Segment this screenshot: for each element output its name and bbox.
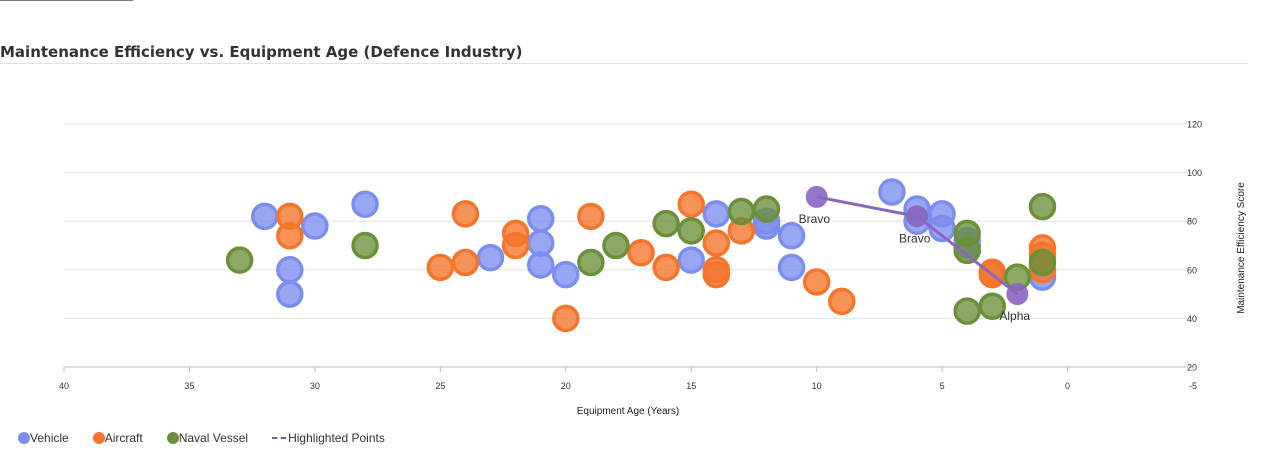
x-tick-label: 35 bbox=[184, 381, 194, 391]
x-tick-label: 5 bbox=[940, 381, 945, 391]
naval-vessel-point[interactable] bbox=[752, 195, 781, 223]
legend-item-aircraft[interactable]: Aircraft bbox=[92, 431, 143, 445]
vehicle-point[interactable] bbox=[351, 190, 379, 218]
legend-naval-vessel-label: Naval Vessel bbox=[178, 431, 249, 445]
legend-item-naval-vessel[interactable]: Naval Vessel bbox=[166, 431, 249, 445]
vehicle-point[interactable] bbox=[301, 212, 329, 240]
naval-vessel-point[interactable] bbox=[351, 231, 379, 260]
legend-highlighted-label: Highlighted Points bbox=[288, 431, 385, 445]
legend-aircraft-label: Aircraft bbox=[104, 431, 143, 445]
vehicle-point[interactable] bbox=[276, 280, 304, 308]
y-tick-label: 60 bbox=[1187, 265, 1197, 275]
y-axis-title: Maintenance Efficiency Score bbox=[1236, 182, 1247, 314]
vehicle-point[interactable] bbox=[476, 243, 505, 272]
naval-vessel-point[interactable] bbox=[953, 297, 981, 325]
legend-vehicle-marker bbox=[18, 432, 30, 444]
naval-vessel-point[interactable] bbox=[225, 246, 254, 274]
highlight-label: Bravo bbox=[899, 231, 931, 245]
highlight-point[interactable] bbox=[805, 185, 828, 208]
vehicle-point[interactable] bbox=[526, 205, 555, 233]
vehicle-point[interactable] bbox=[276, 256, 304, 284]
legend-item-vehicle[interactable]: Vehicle bbox=[18, 431, 69, 445]
aircraft-point[interactable] bbox=[577, 202, 605, 231]
aircraft-point[interactable] bbox=[652, 253, 680, 282]
x-tick-label: 30 bbox=[310, 381, 320, 391]
vehicle-point[interactable] bbox=[250, 202, 279, 231]
y-tick-label: 40 bbox=[1187, 314, 1197, 324]
x-tick-label: 0 bbox=[1065, 381, 1070, 391]
naval-vessel-point[interactable] bbox=[577, 248, 605, 277]
naval-vessel-point[interactable] bbox=[677, 217, 705, 245]
naval-vessel-point[interactable] bbox=[602, 231, 630, 260]
axis-layer: 20 40 60 80 100 120 40 35 30 25 20 15 10 5 0 -5 bbox=[59, 120, 1202, 392]
x-tick-label: -5 bbox=[1189, 381, 1197, 391]
naval-vessel-point[interactable] bbox=[978, 292, 1007, 320]
chart-title: Maintenance Efficiency vs. Equipment Age… bbox=[0, 43, 523, 61]
aircraft-point[interactable] bbox=[802, 268, 831, 296]
vehicle-point[interactable] bbox=[928, 214, 956, 243]
highlight-label: Bravo bbox=[799, 212, 831, 226]
points-layer bbox=[225, 178, 1057, 333]
chart-legend: Vehicle Aircraft Naval Vessel Highlighte… bbox=[18, 431, 409, 445]
y-tick-label: 120 bbox=[1187, 120, 1202, 130]
vehicle-point[interactable] bbox=[526, 251, 555, 279]
highlight-point[interactable] bbox=[1006, 283, 1029, 306]
naval-vessel-point[interactable] bbox=[953, 236, 981, 265]
y-tick-label: 80 bbox=[1187, 217, 1197, 227]
naval-vessel-point[interactable] bbox=[652, 209, 680, 238]
vehicle-point[interactable] bbox=[878, 178, 906, 206]
naval-vessel-point[interactable] bbox=[727, 197, 756, 226]
naval-vessel-point[interactable] bbox=[1028, 192, 1057, 221]
legend-item-highlighted-points[interactable]: Highlighted Points bbox=[272, 431, 385, 445]
naval-vessel-point[interactable] bbox=[1028, 248, 1057, 277]
aircraft-point[interactable] bbox=[451, 200, 480, 228]
aircraft-point[interactable] bbox=[677, 190, 705, 218]
aircraft-point[interactable] bbox=[702, 260, 731, 289]
vehicle-point[interactable] bbox=[777, 222, 806, 250]
legend-highlighted-marker bbox=[272, 437, 287, 439]
vehicle-point[interactable] bbox=[777, 253, 806, 282]
vehicle-point[interactable] bbox=[552, 260, 580, 289]
aircraft-point[interactable] bbox=[828, 287, 856, 316]
vehicle-point[interactable] bbox=[677, 246, 705, 274]
tab-indicator bbox=[0, 0, 133, 1]
aircraft-point[interactable] bbox=[627, 239, 655, 267]
highlight-label: Alpha bbox=[999, 309, 1030, 323]
aircraft-point[interactable] bbox=[702, 229, 731, 257]
x-tick-label: 15 bbox=[686, 381, 696, 391]
vehicle-point[interactable] bbox=[702, 200, 731, 228]
aircraft-point[interactable] bbox=[276, 222, 304, 250]
x-tick-label: 20 bbox=[561, 381, 571, 391]
highlight-layer: Bravo Bravo Alpha bbox=[799, 185, 1030, 323]
y-tick-label: 20 bbox=[1187, 363, 1197, 373]
x-tick-label: 25 bbox=[435, 381, 445, 391]
aircraft-point[interactable] bbox=[426, 253, 455, 282]
aircraft-point[interactable] bbox=[552, 304, 580, 333]
legend-vehicle-label: Vehicle bbox=[30, 431, 69, 445]
aircraft-point[interactable] bbox=[501, 231, 530, 260]
legend-naval-vessel-marker bbox=[166, 432, 179, 444]
x-tick-label: 10 bbox=[812, 381, 822, 391]
highlight-point[interactable] bbox=[906, 205, 929, 228]
legend-aircraft-marker bbox=[92, 432, 105, 444]
title-divider bbox=[0, 63, 1248, 64]
aircraft-point[interactable] bbox=[451, 248, 480, 277]
x-tick-label: 40 bbox=[59, 381, 69, 391]
y-tick-label: 100 bbox=[1187, 168, 1202, 178]
x-axis-title: Equipment Age (Years) bbox=[577, 406, 679, 417]
